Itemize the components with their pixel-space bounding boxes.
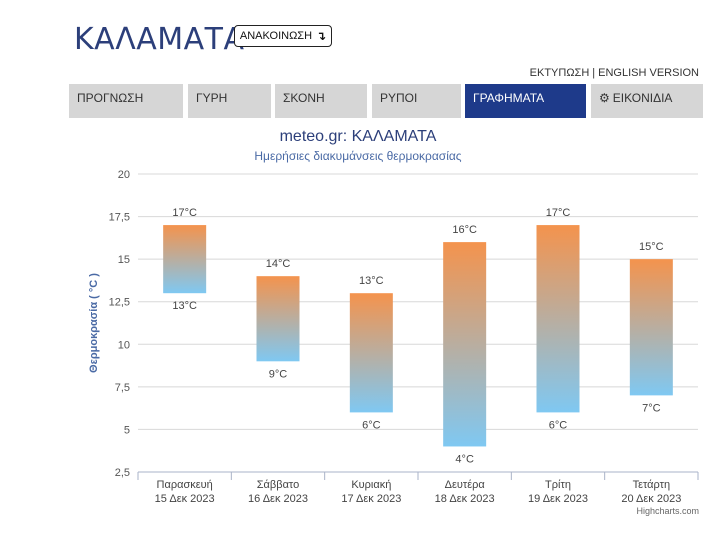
city-title: ΚΑΛΑΜΑΤΑ bbox=[74, 22, 245, 57]
tab-label: ΠΡΟΓΝΩΣΗ bbox=[77, 91, 144, 105]
y-tick-label: 5 bbox=[124, 424, 130, 436]
english-version-link[interactable]: ENGLISH VERSION bbox=[598, 67, 699, 79]
high-temp-label: 13°C bbox=[359, 275, 384, 287]
y-tick-label: 20 bbox=[118, 169, 130, 181]
x-date-label: 17 Δεκ 2023 bbox=[341, 493, 401, 505]
link-separator: | bbox=[592, 67, 596, 79]
y-axis-title: Θερμοκρασία ( °C ) bbox=[88, 273, 100, 373]
y-tick-label: 15 bbox=[118, 254, 130, 266]
y-tick-label: 10 bbox=[118, 339, 130, 351]
tab-label: ΓΥΡΗ bbox=[196, 91, 228, 105]
announcement-label: ΑΝΑΚΟΙΝΩΣΗ bbox=[239, 30, 313, 42]
temperature-bar bbox=[349, 293, 393, 413]
low-temp-label: 9°C bbox=[269, 368, 288, 380]
x-day-label: Τρίτη bbox=[545, 479, 571, 491]
temperature-bar bbox=[536, 225, 580, 413]
tab-label: ΓΡΑΦΗΜΑΤΑ bbox=[473, 91, 545, 105]
high-temp-label: 16°C bbox=[452, 224, 477, 236]
top-links: ΕΚΤΥΠΩΣΗ | ENGLISH VERSION bbox=[530, 67, 699, 79]
x-day-label: Κυριακή bbox=[351, 479, 391, 491]
x-date-label: 15 Δεκ 2023 bbox=[155, 493, 215, 505]
x-day-label: Παρασκευή bbox=[157, 479, 213, 491]
highcharts-credits[interactable]: Highcharts.com bbox=[636, 506, 699, 516]
low-temp-label: 7°C bbox=[642, 402, 661, 414]
x-day-label: Σάββατο bbox=[257, 479, 299, 491]
temperature-bar bbox=[443, 242, 487, 447]
x-date-label: 16 Δεκ 2023 bbox=[248, 493, 308, 505]
temperature-bar bbox=[163, 225, 207, 294]
high-temp-label: 17°C bbox=[546, 207, 571, 219]
low-temp-label: 13°C bbox=[172, 300, 197, 312]
x-date-label: 19 Δεκ 2023 bbox=[528, 493, 588, 505]
chart-title: meteo.gr: ΚΑΛΑΜΑΤΑ bbox=[279, 128, 437, 145]
tab-charts[interactable]: ΓΡΑΦΗΜΑΤΑ bbox=[465, 84, 586, 118]
temperature-bar bbox=[256, 276, 300, 362]
y-tick-label: 2,5 bbox=[115, 467, 130, 479]
low-temp-label: 6°C bbox=[362, 419, 381, 431]
high-temp-label: 17°C bbox=[172, 207, 197, 219]
tab-icons[interactable]: ⚙ ΕΙΚΟΝΙΔΙΑ bbox=[591, 84, 703, 118]
tab-label: ΕΙΚΟΝΙΔΙΑ bbox=[612, 91, 673, 105]
y-tick-label: 17,5 bbox=[109, 212, 130, 224]
print-link[interactable]: ΕΚΤΥΠΩΣΗ bbox=[529, 67, 590, 79]
x-date-label: 18 Δεκ 2023 bbox=[435, 493, 495, 505]
chart-subtitle: Ημερήσιες διακυμάνσεις θερμοκρασίας bbox=[254, 149, 462, 163]
temperature-bar bbox=[629, 259, 673, 396]
gear-icon: ⚙ bbox=[599, 91, 610, 105]
arrow-down-icon: ↴ bbox=[316, 29, 327, 43]
tab-label: ΡΥΠΟΙ bbox=[380, 91, 418, 105]
tab-dust[interactable]: ΣΚΟΝΗ bbox=[275, 84, 367, 118]
y-tick-label: 12,5 bbox=[109, 297, 130, 309]
high-temp-label: 15°C bbox=[639, 241, 664, 253]
low-temp-label: 6°C bbox=[549, 419, 568, 431]
x-date-label: 20 Δεκ 2023 bbox=[621, 493, 681, 505]
tab-label: ΣΚΟΝΗ bbox=[283, 91, 325, 105]
x-day-label: Δευτέρα bbox=[445, 479, 486, 491]
x-day-label: Τετάρτη bbox=[633, 479, 671, 491]
tab-pollen[interactable]: ΓΥΡΗ bbox=[188, 84, 271, 118]
high-temp-label: 14°C bbox=[266, 258, 291, 270]
low-temp-label: 4°C bbox=[455, 453, 474, 465]
y-tick-label: 7,5 bbox=[115, 382, 130, 394]
tab-forecast[interactable]: ΠΡΟΓΝΩΣΗ bbox=[69, 84, 183, 118]
announcement-button[interactable]: ΑΝΑΚΟΙΝΩΣΗ ↴ bbox=[234, 25, 332, 47]
tab-pollutants[interactable]: ΡΥΠΟΙ bbox=[372, 84, 461, 118]
